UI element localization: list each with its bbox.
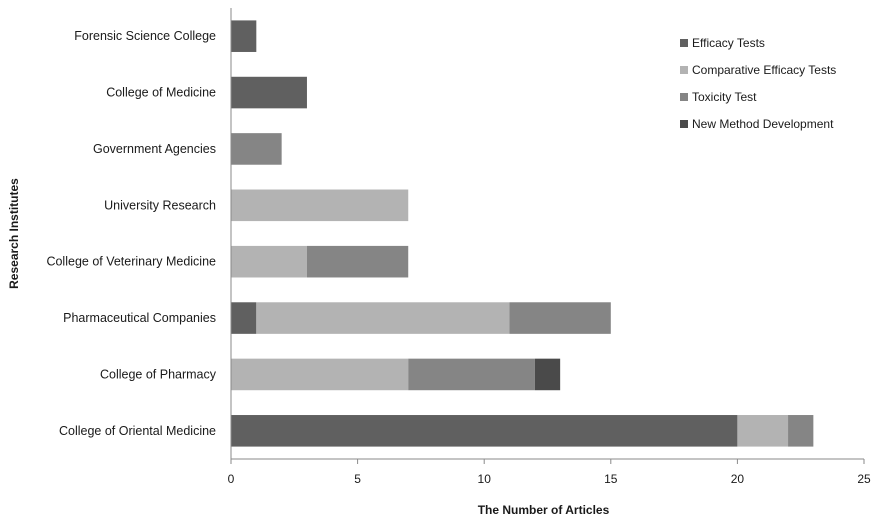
- category-label-college-of-oriental-medicine: College of Oriental Medicine: [59, 424, 216, 438]
- x-ticks: 0 5 10 15 20 25: [228, 459, 871, 486]
- bar-college-of-medicine-efficacy-tests: [231, 76, 307, 109]
- legend-label-comparative-efficacy-tests: Comparative Efficacy Tests: [692, 63, 836, 77]
- category-label-college-of-pharmacy: College of Pharmacy: [100, 367, 217, 381]
- category-label-pharmaceutical-companies: Pharmaceutical Companies: [63, 311, 216, 325]
- bar-college-of-pharmacy-toxicity-test: [408, 358, 535, 391]
- x-tick-label: 20: [731, 472, 745, 486]
- legend-swatch-comparative-efficacy-tests: [680, 66, 688, 74]
- axes-layer: [230, 8, 864, 460]
- bar-forensic-science-college-efficacy-tests: [231, 20, 257, 52]
- category-label-university-research: University Research: [104, 198, 216, 212]
- x-tick-label: 15: [604, 472, 618, 486]
- category-label-forensic-science-college: Forensic Science College: [74, 29, 216, 43]
- bar-pharmaceutical-companies-efficacy-tests: [231, 302, 257, 334]
- legend-label-new-method-development: New Method Development: [692, 117, 834, 131]
- bar-college-of-pharmacy-new-method-development: [534, 358, 561, 391]
- bar-government-agencies-toxicity-test: [231, 133, 282, 165]
- x-tick-label: 25: [857, 472, 871, 486]
- category-labels: Forensic Science College College of Medic…: [46, 29, 216, 438]
- y-axis-title: Research Institutes: [7, 178, 21, 289]
- x-tick-label: 5: [354, 472, 361, 486]
- legend-swatch-toxicity-test: [680, 93, 688, 101]
- legend-label-toxicity-test: Toxicity Test: [692, 90, 757, 104]
- legend-swatch-new-method-development: [680, 120, 688, 128]
- bar-college-of-oriental-medicine-toxicity-test: [788, 415, 814, 447]
- bar-college-of-pharmacy-comparative-efficacy-tests: [231, 358, 409, 391]
- bar-college-of-oriental-medicine-efficacy-tests: [231, 415, 738, 447]
- bar-college-of-veterinary-medicine-toxicity-test: [306, 245, 409, 278]
- bar-pharmaceutical-companies-comparative-efficacy-tests: [256, 302, 510, 334]
- category-label-college-of-veterinary-medicine: College of Veterinary Medicine: [46, 255, 216, 269]
- category-label-government-agencies: Government Agencies: [93, 142, 216, 156]
- legend-label-efficacy-tests: Efficacy Tests: [692, 36, 765, 50]
- category-label-college-of-medicine: College of Medicine: [106, 86, 216, 100]
- bar-college-of-veterinary-medicine-comparative-efficacy-tests: [231, 245, 307, 278]
- x-axis-title: The Number of Articles: [478, 503, 610, 517]
- x-tick-label: 10: [478, 472, 492, 486]
- legend-swatch-efficacy-tests: [680, 39, 688, 47]
- bar-university-research-comparative-efficacy-tests: [231, 189, 409, 222]
- bar-college-of-oriental-medicine-comparative-efficacy-tests: [737, 415, 789, 447]
- bars-layer: [231, 20, 814, 447]
- legend: Efficacy Tests Comparative Efficacy Tests…: [680, 36, 836, 131]
- bar-pharmaceutical-companies-toxicity-test: [509, 302, 611, 334]
- x-tick-label: 0: [228, 472, 235, 486]
